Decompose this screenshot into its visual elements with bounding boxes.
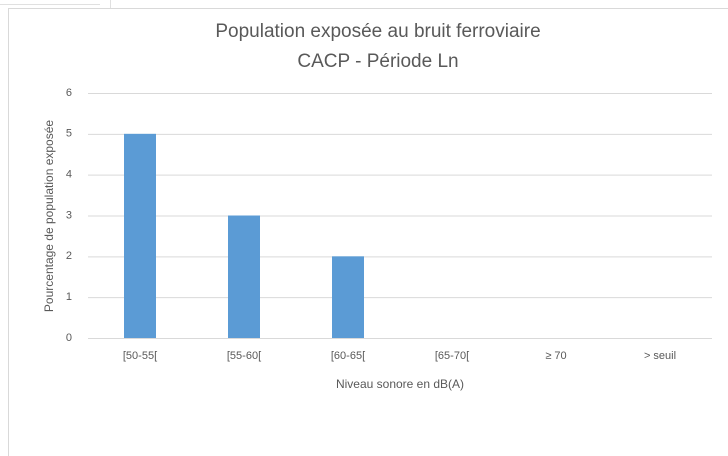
bar [228,215,260,338]
x-tick-label: > seuil [644,350,676,362]
y-tick-label: 1 [66,291,72,303]
y-tick-label: 6 [66,87,72,99]
bar [124,133,156,338]
y-axis-label: Pourcentage de population exposée [42,120,56,312]
y-tick-label: 0 [66,332,72,344]
chart-title: Population exposée au bruit ferroviaire [215,21,540,42]
x-axis-label: Niveau sonore en dB(A) [336,377,464,391]
y-tick-label: 4 [66,169,72,181]
x-tick-label: [55-60[ [227,350,261,362]
x-tick-label: [60-65[ [331,350,365,362]
y-tick-label: 5 [66,128,72,140]
x-tick-label: [65-70[ [435,350,469,362]
x-tick-label: [50-55[ [123,350,157,362]
y-tick-label: 2 [66,250,72,262]
x-tick-label: ≥ 70 [545,350,566,362]
y-tick-label: 3 [66,209,72,221]
bar [332,256,364,338]
chart-subtitle: CACP - Période Ln [297,51,458,72]
